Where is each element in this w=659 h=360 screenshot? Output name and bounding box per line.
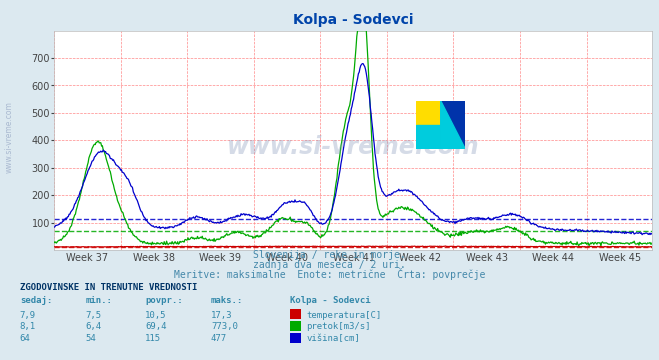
Text: www.si-vreme.com: www.si-vreme.com bbox=[5, 101, 14, 173]
Text: maks.:: maks.: bbox=[211, 296, 243, 305]
Text: 7,5: 7,5 bbox=[86, 311, 101, 320]
Text: pretok[m3/s]: pretok[m3/s] bbox=[306, 323, 371, 332]
Polygon shape bbox=[441, 101, 465, 149]
Bar bbox=[416, 101, 441, 125]
Text: 115: 115 bbox=[145, 334, 161, 343]
Text: 6,4: 6,4 bbox=[86, 323, 101, 332]
Bar bbox=[441, 101, 465, 149]
Text: min.:: min.: bbox=[86, 296, 113, 305]
Text: 477: 477 bbox=[211, 334, 227, 343]
Text: Kolpa - Sodevci: Kolpa - Sodevci bbox=[290, 296, 370, 305]
Text: 773,0: 773,0 bbox=[211, 323, 238, 332]
Text: Slovenija / reke in morje.: Slovenija / reke in morje. bbox=[253, 251, 406, 261]
Bar bbox=[416, 125, 441, 149]
Text: 69,4: 69,4 bbox=[145, 323, 167, 332]
Text: temperatura[C]: temperatura[C] bbox=[306, 311, 382, 320]
Text: 54: 54 bbox=[86, 334, 96, 343]
Text: www.si-vreme.com: www.si-vreme.com bbox=[227, 135, 480, 159]
Text: 17,3: 17,3 bbox=[211, 311, 233, 320]
Text: 7,9: 7,9 bbox=[20, 311, 36, 320]
Text: sedaj:: sedaj: bbox=[20, 296, 52, 305]
Text: višina[cm]: višina[cm] bbox=[306, 334, 360, 343]
Title: Kolpa - Sodevci: Kolpa - Sodevci bbox=[293, 13, 413, 27]
Text: povpr.:: povpr.: bbox=[145, 296, 183, 305]
Text: Meritve: maksimalne  Enote: metrične  Črta: povprečje: Meritve: maksimalne Enote: metrične Črta… bbox=[174, 268, 485, 280]
Text: 8,1: 8,1 bbox=[20, 323, 36, 332]
Text: ZGODOVINSKE IN TRENUTNE VREDNOSTI: ZGODOVINSKE IN TRENUTNE VREDNOSTI bbox=[20, 283, 197, 292]
Text: zadnja dva meseca / 2 uri.: zadnja dva meseca / 2 uri. bbox=[253, 260, 406, 270]
Text: 64: 64 bbox=[20, 334, 30, 343]
Polygon shape bbox=[441, 101, 465, 149]
Text: 10,5: 10,5 bbox=[145, 311, 167, 320]
